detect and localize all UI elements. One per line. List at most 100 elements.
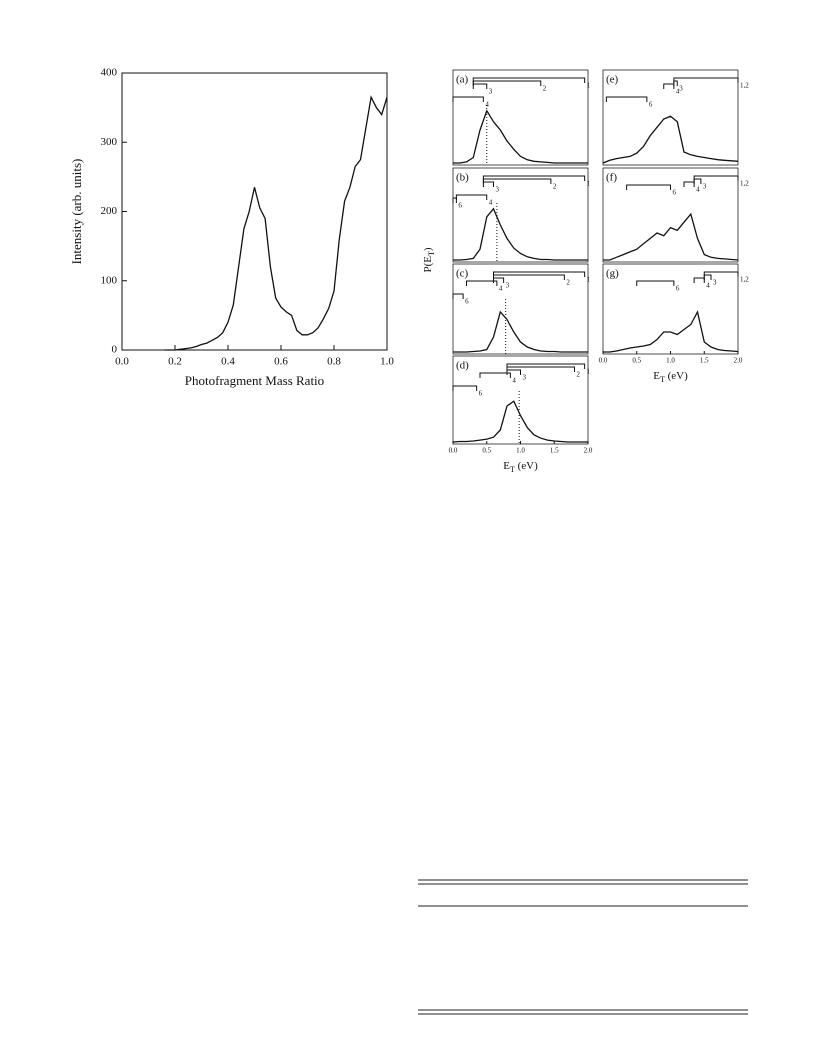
panel-frame <box>452 167 589 263</box>
bracket-label: 1,2 <box>740 276 749 284</box>
y-axis-label-part: ) <box>422 247 434 251</box>
bracket <box>455 194 488 200</box>
panel-frame <box>602 167 739 263</box>
bracket-label: 2 <box>566 279 570 287</box>
bracket <box>452 96 484 102</box>
x-tick-label: 1.5 <box>550 447 559 455</box>
bracket-label: 1,2 <box>740 180 749 188</box>
bracket-label: 2 <box>553 183 557 191</box>
bracket <box>663 83 675 89</box>
bracket-label: 4 <box>485 101 489 109</box>
x-axis-label: ET (eV) <box>503 460 538 475</box>
panel-label: (b) <box>456 172 469 184</box>
spectrum-line <box>164 95 388 351</box>
y-axis-label-part: P(E <box>422 256 434 273</box>
y-tick-label: 100 <box>101 274 118 286</box>
x-axis-label-part: T <box>510 465 515 474</box>
bracket-label: 3 <box>496 186 500 194</box>
bracket-label: 4 <box>512 377 516 385</box>
y-axis-label-part: T <box>427 251 436 256</box>
bracket-label: 4 <box>676 88 680 96</box>
bracket-label: 3 <box>679 85 683 93</box>
bracket-label: 3 <box>713 279 717 287</box>
x-tick-label: 2.0 <box>734 357 743 365</box>
x-tick-label: 0.2 <box>168 356 182 368</box>
bracket-label: 1 <box>587 368 591 376</box>
panel-label: (g) <box>606 268 619 280</box>
panel-frame <box>452 263 589 355</box>
y-tick-label: 0 <box>112 344 118 356</box>
panel-frame <box>602 69 739 166</box>
bracket-label: 4 <box>706 282 710 290</box>
bracket <box>636 280 675 286</box>
bracket <box>703 274 712 280</box>
x-axis-label: Photofragment Mass Ratio <box>185 373 324 388</box>
x-tick-label: 1.5 <box>700 357 709 365</box>
bracket <box>673 77 739 83</box>
y-tick-label: 400 <box>101 67 118 79</box>
x-axis-label-part: (eV) <box>515 460 538 472</box>
bracket-label: 1 <box>587 276 591 284</box>
panel-label: (e) <box>606 74 619 86</box>
table-rules <box>418 879 748 1015</box>
distribution-line <box>453 207 588 261</box>
bracket-label: 3 <box>489 88 493 96</box>
y-axis-label: P(ET) <box>422 247 437 272</box>
plot-frame <box>121 72 388 351</box>
bracket-label: 3 <box>523 374 527 382</box>
x-tick-label: 0.4 <box>221 356 235 368</box>
bracket <box>452 197 457 203</box>
x-axis-label: ET (eV) <box>653 370 688 385</box>
bracket <box>452 385 478 391</box>
x-tick-label: 0.6 <box>274 356 288 368</box>
bracket-label: 2 <box>543 85 547 93</box>
x-tick-label: 0.0 <box>115 356 129 368</box>
bracket <box>493 274 565 280</box>
bracket-label: 4 <box>489 199 493 207</box>
panel-label: (f) <box>606 172 617 184</box>
bracket <box>683 181 695 187</box>
bracket-label: 6 <box>676 285 680 293</box>
x-axis-label-part: E <box>503 460 510 472</box>
x-axis-label-part: T <box>660 375 665 384</box>
x-tick-label: 1.0 <box>380 356 394 368</box>
bracket-label: 1 <box>587 82 591 90</box>
distribution-line <box>453 109 588 164</box>
bracket <box>693 178 702 184</box>
bracket-label: 3 <box>506 282 510 290</box>
panel-frame <box>452 69 589 166</box>
x-tick-label: 0.0 <box>449 447 458 455</box>
bracket <box>479 372 511 378</box>
bracket <box>472 83 488 89</box>
x-axis-label-part: (eV) <box>665 370 688 382</box>
bracket <box>466 280 498 286</box>
x-tick-label: 0.5 <box>632 357 641 365</box>
bracket-label: 6 <box>673 189 677 197</box>
bracket-label: 1,2 <box>740 82 749 90</box>
distribution-line <box>603 310 739 353</box>
panel-label: (c) <box>456 268 469 280</box>
distribution-line <box>603 212 739 261</box>
y-tick-label: 300 <box>101 136 118 148</box>
distribution-line <box>452 400 588 443</box>
bracket <box>605 96 648 102</box>
panel-label: (d) <box>456 360 469 372</box>
panel-frame <box>602 263 739 355</box>
y-tick-label: 200 <box>101 205 118 217</box>
distribution-line <box>453 310 588 353</box>
bracket-label: 4 <box>499 285 503 293</box>
bracket-label: 6 <box>465 298 469 306</box>
bracket <box>452 293 464 299</box>
x-axis-label-part: E <box>653 370 660 382</box>
x-tick-label: 0.5 <box>482 447 491 455</box>
bracket <box>482 181 494 187</box>
distribution-line <box>602 115 739 164</box>
panel-label: (a) <box>456 74 469 86</box>
bracket-label: 3 <box>703 183 707 191</box>
panel-frame <box>452 355 589 445</box>
x-tick-label: 2.0 <box>584 447 593 455</box>
bracket-label: 6 <box>649 101 653 109</box>
bracket-label: 4 <box>696 186 700 194</box>
x-tick-label: 1.0 <box>516 447 525 455</box>
